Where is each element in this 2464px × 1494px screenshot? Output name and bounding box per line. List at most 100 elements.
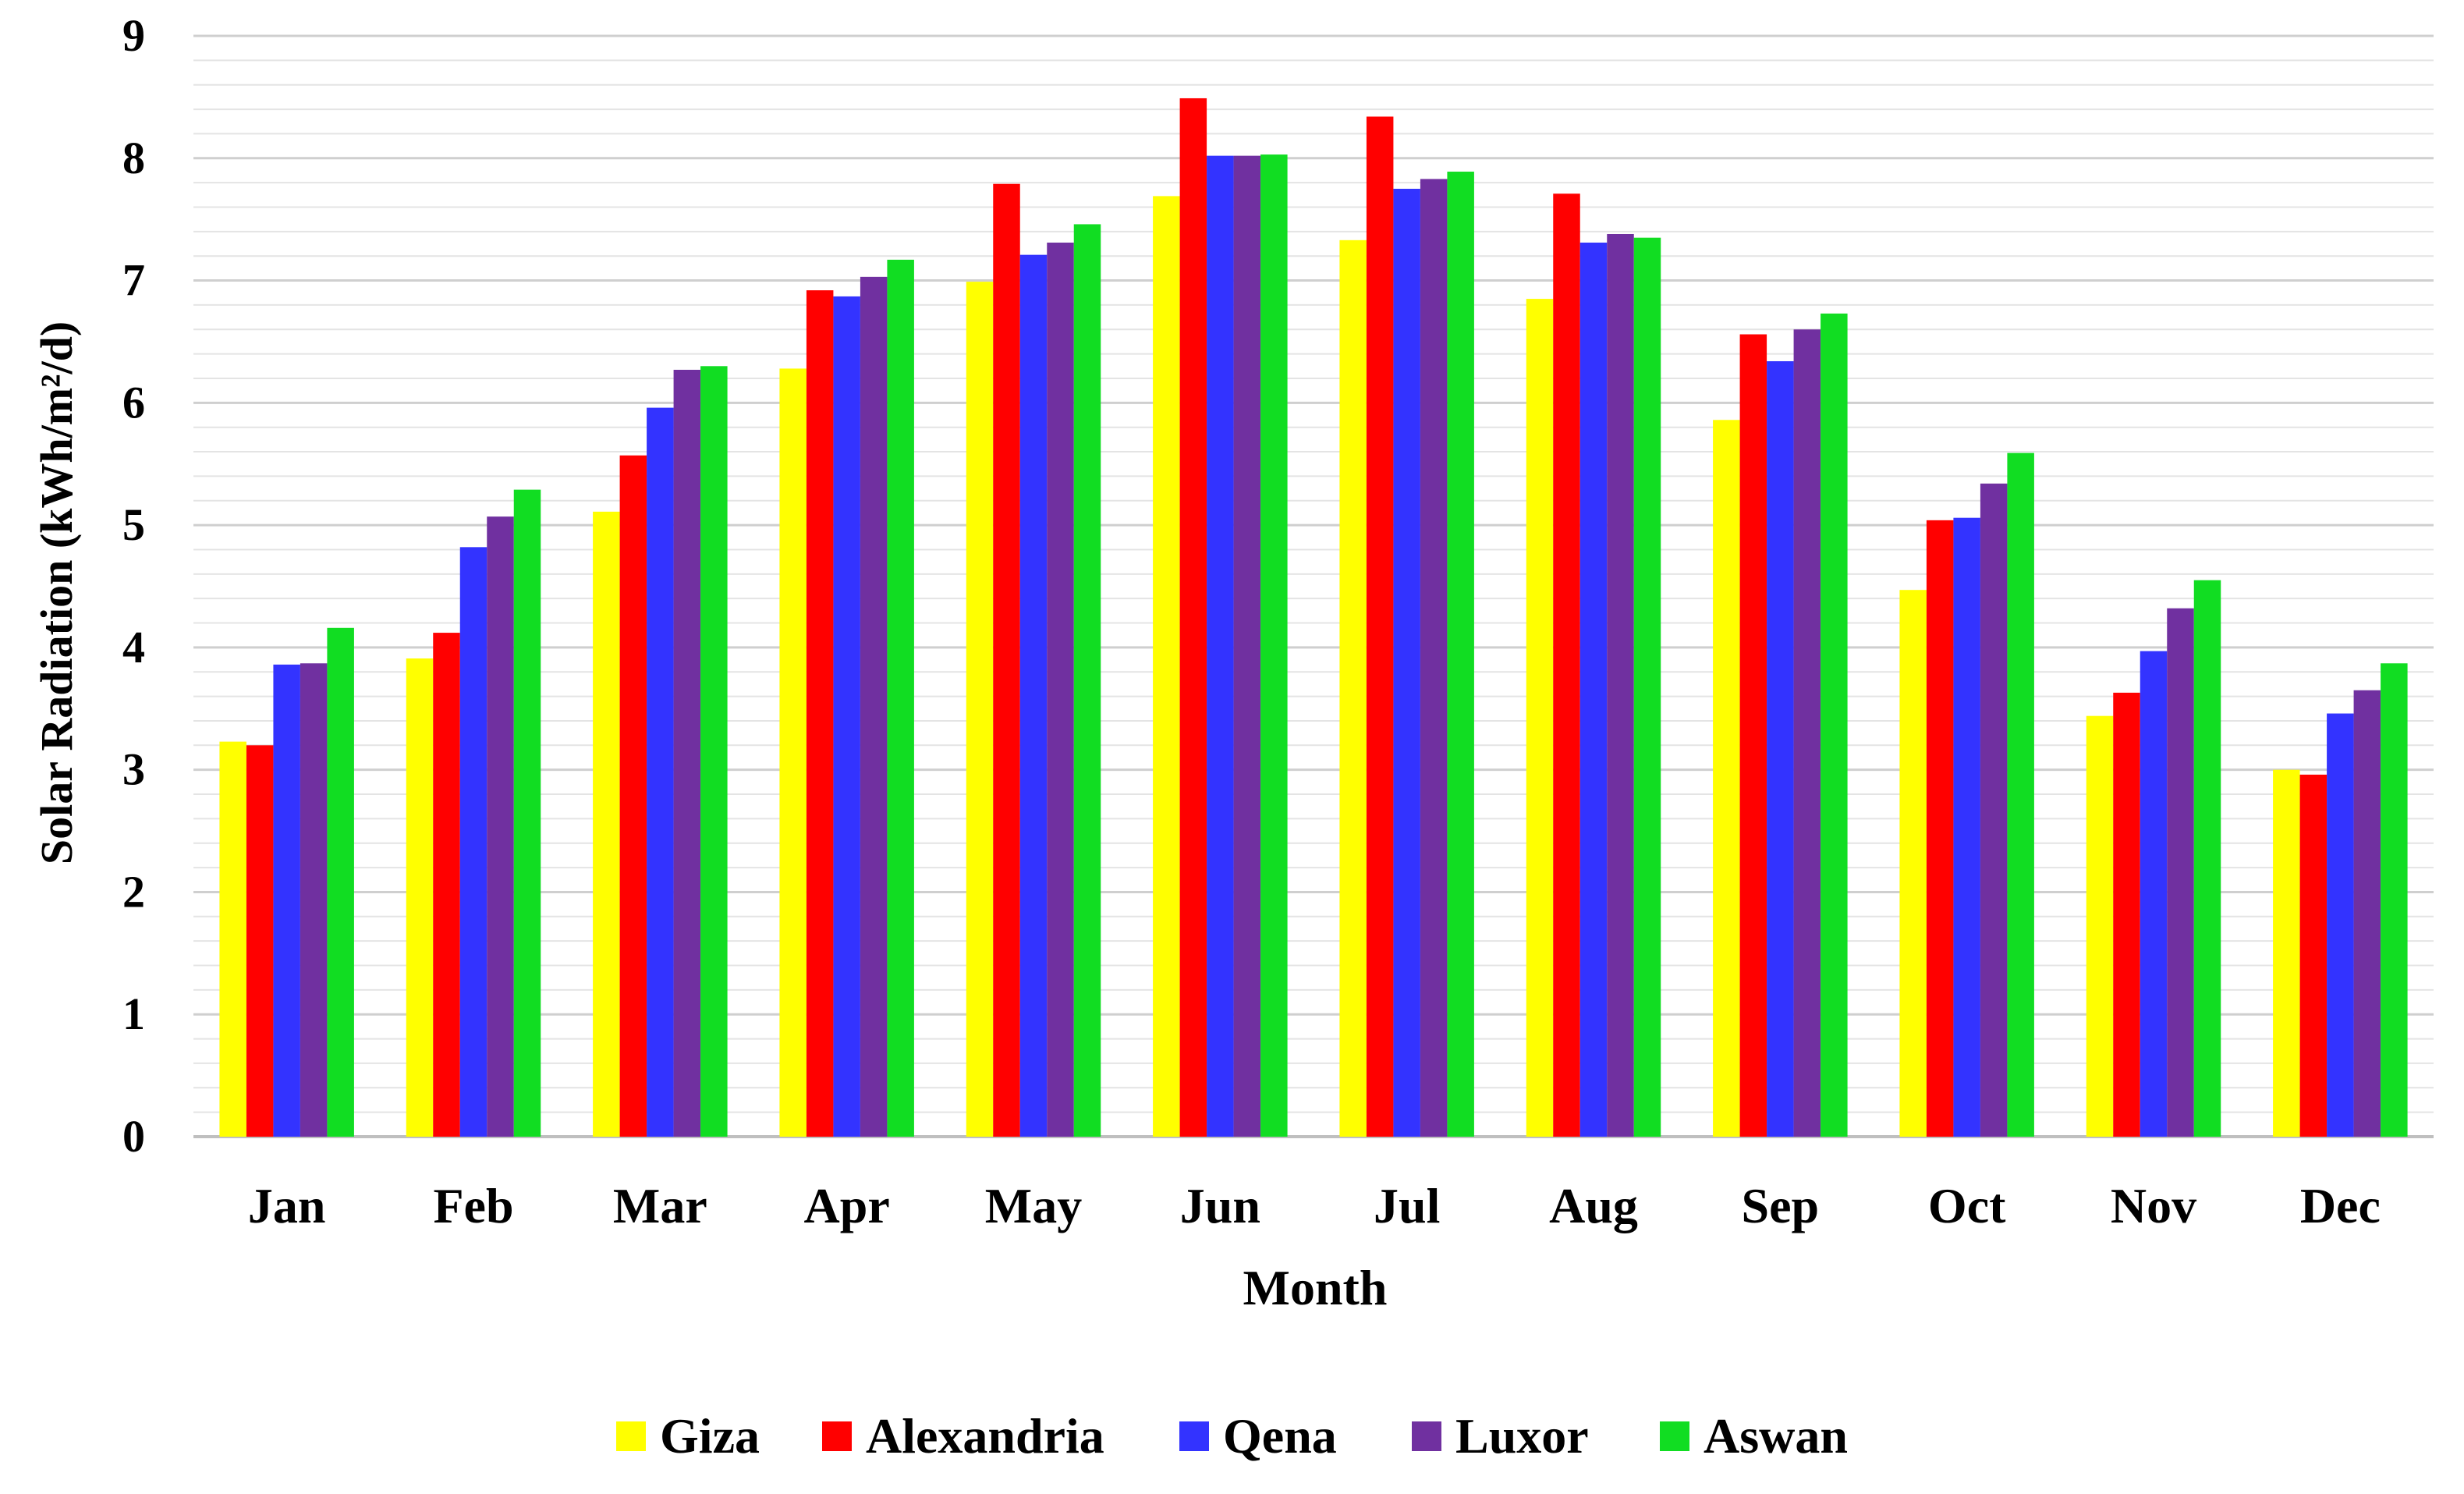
legend-swatch <box>822 1421 852 1451</box>
bar-luxor-feb <box>487 516 514 1137</box>
x-tick-label: Nov <box>2111 1178 2196 1233</box>
x-tick-label: Jul <box>1374 1178 1440 1233</box>
bar-qena-jun <box>1207 155 1234 1137</box>
bar-aswan-nov <box>2193 580 2221 1137</box>
bar-alexandria-jul <box>1366 116 1394 1137</box>
bar-alexandria-jan <box>246 745 274 1137</box>
x-tick-label: Jan <box>248 1178 326 1233</box>
y-tick-label: 0 <box>122 1111 145 1162</box>
bar-alexandria-nov <box>2113 692 2140 1137</box>
bar-luxor-jul <box>1420 179 1448 1137</box>
bar-alexandria-dec <box>2299 774 2328 1137</box>
bar-luxor-jun <box>1233 155 1261 1137</box>
y-tick-label: 8 <box>122 133 145 183</box>
bar-giza-jul <box>1339 240 1367 1137</box>
legend-label: Luxor <box>1455 1408 1589 1464</box>
bar-giza-jan <box>219 741 246 1137</box>
bar-luxor-aug <box>1607 233 1634 1137</box>
bar-aswan-jul <box>1447 172 1474 1137</box>
legend-swatch <box>1179 1421 1209 1451</box>
legend-swatch <box>616 1421 646 1451</box>
legend-swatch <box>1660 1421 1689 1451</box>
legend-label: Giza <box>660 1408 760 1464</box>
bar-luxor-may <box>1047 242 1074 1137</box>
x-tick-label: Jun <box>1180 1178 1260 1233</box>
y-tick-label: 9 <box>122 10 145 61</box>
bar-aswan-aug <box>1633 237 1661 1137</box>
bar-qena-jan <box>273 664 300 1137</box>
legend-item-alexandria: Alexandria <box>822 1408 1104 1464</box>
bar-aswan-oct <box>2007 452 2034 1137</box>
y-tick-label: 7 <box>122 255 145 306</box>
bar-giza-aug <box>1526 299 1554 1137</box>
bars <box>219 98 2408 1137</box>
legend-label: Aswan <box>1704 1408 1848 1464</box>
x-tick-label: Aug <box>1549 1178 1638 1233</box>
legend-swatch <box>1412 1421 1441 1451</box>
bar-giza-nov <box>2086 715 2114 1137</box>
bar-luxor-sep <box>1793 329 1821 1137</box>
bar-aswan-jun <box>1260 154 1288 1137</box>
x-axis-label: Month <box>1243 1260 1388 1315</box>
x-tick-label: Feb <box>433 1178 513 1233</box>
x-tick-label: Apr <box>804 1178 890 1233</box>
bar-luxor-jan <box>300 663 328 1137</box>
bar-giza-may <box>966 282 994 1137</box>
bar-alexandria-jun <box>1179 98 1207 1137</box>
bar-giza-jun <box>1153 196 1180 1137</box>
bar-luxor-dec <box>2353 690 2381 1137</box>
x-tick-label: Dec <box>2300 1178 2381 1233</box>
bar-alexandria-aug <box>1553 193 1580 1137</box>
bar-aswan-mar <box>700 366 728 1137</box>
bar-aswan-apr <box>887 259 914 1137</box>
bar-alexandria-sep <box>1739 334 1767 1137</box>
bar-qena-dec <box>2327 713 2354 1137</box>
bar-alexandria-apr <box>806 290 834 1137</box>
bar-giza-oct <box>1899 590 1927 1137</box>
x-tick-label: Sep <box>1742 1178 1820 1233</box>
bar-luxor-mar <box>673 370 701 1137</box>
y-axis-label: Solar Radiation (kWh/m²/d) <box>31 321 82 864</box>
y-tick-label: 5 <box>122 499 145 550</box>
y-tick-label: 3 <box>122 744 145 795</box>
legend: Giza Alexandria Qena Luxor Aswan <box>616 1408 1848 1464</box>
bar-giza-sep <box>1713 420 1740 1137</box>
bar-qena-may <box>1019 254 1048 1137</box>
legend-item-giza: Giza <box>616 1408 760 1464</box>
bar-qena-jul <box>1393 188 1420 1137</box>
legend-item-qena: Qena <box>1179 1408 1337 1464</box>
bar-qena-feb <box>459 547 487 1137</box>
bar-qena-mar <box>647 407 674 1137</box>
x-tick-label: Mar <box>613 1178 707 1233</box>
bar-alexandria-may <box>993 183 1020 1137</box>
y-tick-label: 1 <box>122 988 145 1039</box>
y-tick-label: 6 <box>122 377 145 428</box>
bar-luxor-oct <box>1980 483 2008 1137</box>
legend-item-aswan: Aswan <box>1660 1408 1848 1464</box>
bar-luxor-nov <box>2167 608 2194 1137</box>
gridlines <box>193 34 2434 1138</box>
bar-aswan-may <box>1073 224 1101 1137</box>
y-tick-labels: 0 1 2 3 4 5 6 7 8 9 <box>122 10 145 1162</box>
bar-giza-dec <box>2273 769 2300 1137</box>
bar-alexandria-mar <box>619 455 647 1137</box>
y-tick-label: 2 <box>122 866 145 917</box>
bar-aswan-sep <box>1821 313 1848 1137</box>
bar-giza-mar <box>593 511 620 1137</box>
bar-qena-apr <box>833 296 860 1137</box>
legend-label: Qena <box>1223 1408 1337 1464</box>
x-tick-label: Oct <box>1928 1178 2006 1233</box>
y-tick-label: 4 <box>122 622 145 672</box>
bar-alexandria-feb <box>433 633 460 1137</box>
legend-label: Alexandria <box>866 1408 1104 1464</box>
bar-luxor-apr <box>860 276 888 1137</box>
bar-qena-oct <box>1953 517 1980 1137</box>
bar-alexandria-oct <box>1926 520 1954 1137</box>
bar-aswan-feb <box>513 489 541 1137</box>
bar-aswan-jan <box>327 627 354 1137</box>
x-tick-labels: Jan Feb Mar Apr May Jun Jul Aug Sep Oct Nov Dec <box>248 1178 2381 1233</box>
bar-qena-sep <box>1767 361 1794 1137</box>
x-tick-label: May <box>985 1178 1082 1233</box>
